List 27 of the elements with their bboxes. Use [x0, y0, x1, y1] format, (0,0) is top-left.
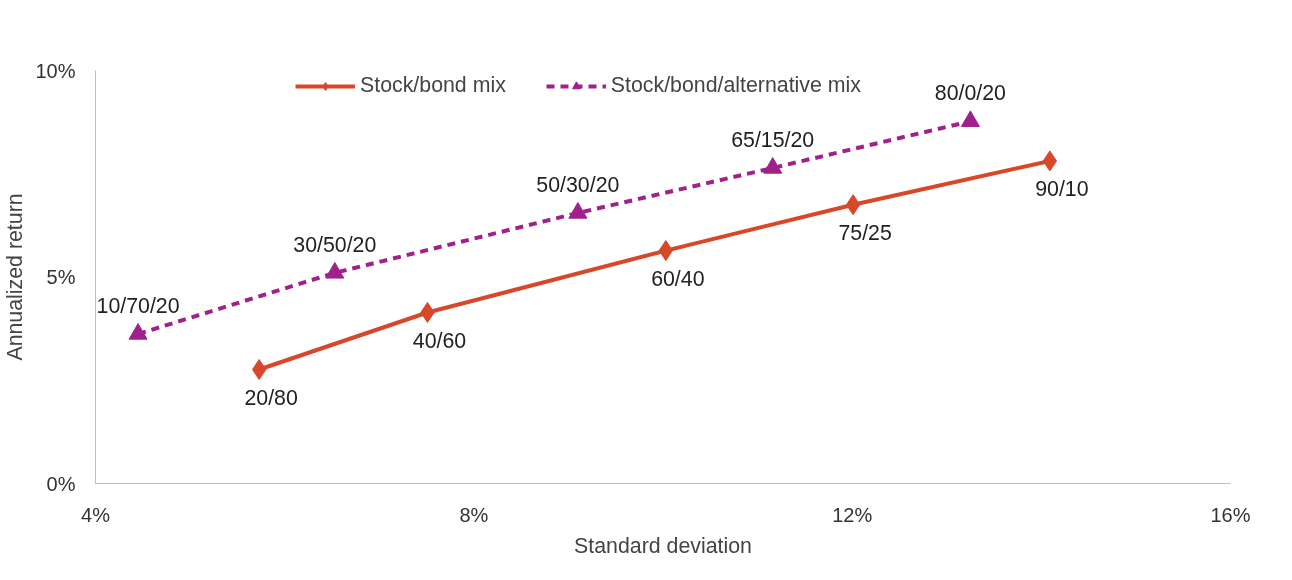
legend-label: Stock/bond mix: [360, 73, 506, 98]
x-tick-label: 8%: [459, 503, 489, 526]
y-tick-label: 0%: [46, 472, 76, 495]
y-tick-label: 10%: [35, 59, 76, 82]
data-label: 20/80: [244, 385, 298, 410]
data-label: 10/70/20: [96, 293, 180, 318]
data-label: 75/25: [838, 220, 892, 245]
y-tick-label: 5%: [46, 266, 76, 288]
point: [251, 359, 267, 381]
point: [763, 157, 783, 174]
data-label: 40/60: [412, 328, 467, 353]
point: [568, 202, 588, 219]
point: [845, 194, 861, 216]
data-label: 50/30/20: [536, 172, 620, 197]
data-label: 80/0/20: [934, 81, 1007, 106]
x-axis-title: Standard deviation: [574, 533, 752, 558]
y-axis-title: Annualized return: [3, 193, 28, 361]
x-tick-label: 16%: [1210, 503, 1251, 526]
data-label: 60/40: [651, 266, 705, 291]
x-tick-label: 4%: [81, 503, 111, 526]
data-label: 90/10: [1035, 176, 1089, 201]
legend-label: Stock/bond/alternative mix: [610, 73, 861, 98]
point: [1042, 150, 1058, 172]
data-label: 30/50/20: [293, 232, 377, 257]
data-label: 65/15/20: [731, 127, 815, 152]
point: [960, 110, 980, 127]
x-tick-label: 12%: [832, 503, 873, 526]
